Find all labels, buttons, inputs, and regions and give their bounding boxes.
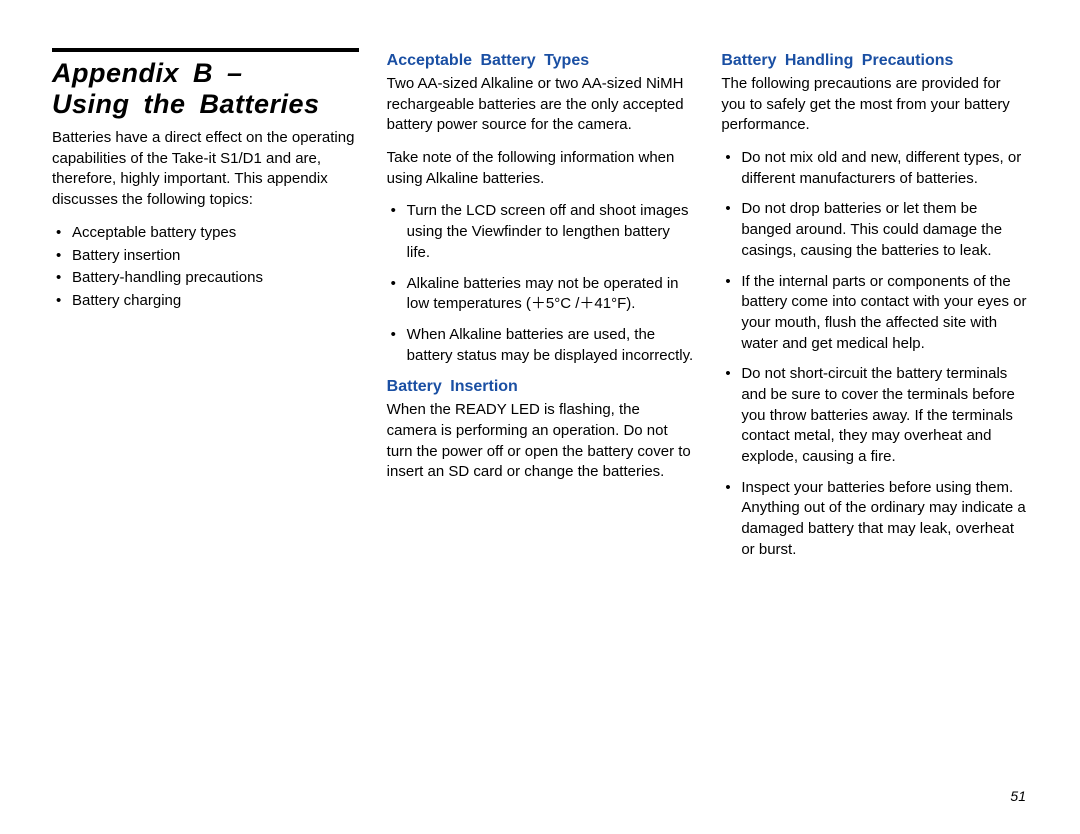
heading-battery-handling-precautions: Battery Handling Precautions xyxy=(721,52,1028,70)
precautions-paragraph: The following precautions are provided f… xyxy=(721,74,1028,136)
list-item: Do not short-circuit the battery termina… xyxy=(721,364,1028,467)
column-2: Acceptable Battery Types Two AA-sized Al… xyxy=(387,48,694,572)
list-item: Inspect your batteries before using them… xyxy=(721,478,1028,561)
acceptable-list: Turn the LCD screen off and shoot images… xyxy=(387,201,694,366)
list-item: Battery insertion xyxy=(52,246,359,267)
page: Appendix B – Using the Batteries Batteri… xyxy=(0,0,1080,612)
list-item: When Alkaline batteries are used, the ba… xyxy=(387,325,694,366)
list-item: Alkaline batteries may not be operated i… xyxy=(387,274,694,315)
list-item: Acceptable battery types xyxy=(52,223,359,244)
title-line-2: Using the Batteries xyxy=(52,89,320,119)
appendix-title: Appendix B – Using the Batteries xyxy=(52,58,359,120)
intro-paragraph: Batteries have a direct effect on the op… xyxy=(52,128,359,211)
heading-battery-insertion: Battery Insertion xyxy=(387,378,694,396)
topics-list: Acceptable battery types Battery inserti… xyxy=(52,223,359,312)
title-rule xyxy=(52,48,359,52)
title-line-1: Appendix B – xyxy=(52,58,243,88)
heading-acceptable-battery-types: Acceptable Battery Types xyxy=(387,52,694,70)
list-item: Do not drop batteries or let them be ban… xyxy=(721,199,1028,261)
column-3: Battery Handling Precautions The followi… xyxy=(721,48,1028,572)
list-item: Battery charging xyxy=(52,291,359,312)
list-item: If the internal parts or components of t… xyxy=(721,272,1028,355)
list-item: Battery-handling precautions xyxy=(52,268,359,289)
acceptable-paragraph-1: Two AA-sized Alkaline or two AA-sized Ni… xyxy=(387,74,694,136)
column-1: Appendix B – Using the Batteries Batteri… xyxy=(52,48,359,572)
acceptable-paragraph-2: Take note of the following information w… xyxy=(387,148,694,189)
insertion-paragraph: When the READY LED is flashing, the came… xyxy=(387,400,694,483)
list-item: Do not mix old and new, different types,… xyxy=(721,148,1028,189)
list-item: Turn the LCD screen off and shoot images… xyxy=(387,201,694,263)
precautions-list: Do not mix old and new, different types,… xyxy=(721,148,1028,560)
page-number: 51 xyxy=(1010,788,1026,804)
